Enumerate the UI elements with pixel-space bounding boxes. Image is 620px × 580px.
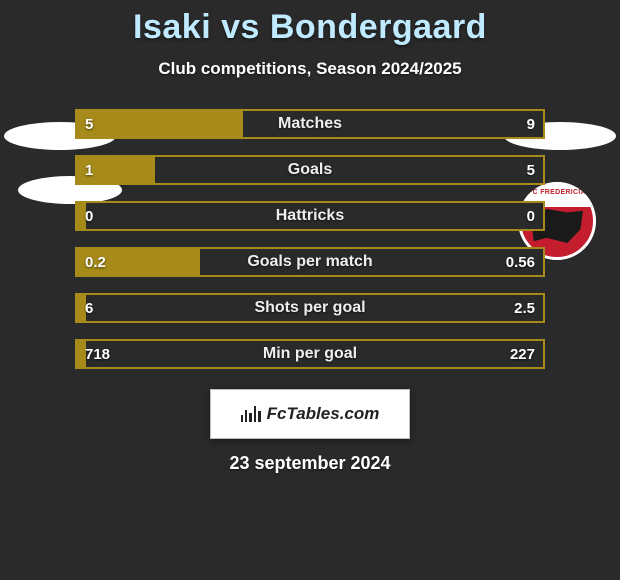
stat-label: Min per goal	[77, 341, 543, 367]
subtitle: Club competitions, Season 2024/2025	[0, 59, 620, 79]
brand-box: FcTables.com	[210, 389, 410, 439]
bar-chart-icon	[241, 406, 261, 422]
stat-row: 0.20.56Goals per match	[75, 247, 545, 277]
stats-area: 59Matches 15Goals 00Hattricks 0.20.56Goals …	[75, 109, 545, 369]
page-title: Isaki vs Bondergaard	[0, 8, 620, 47]
stat-label: Goals per match	[77, 249, 543, 275]
brand-label: FcTables.com	[267, 404, 380, 424]
stat-row: 62.5Shots per goal	[75, 293, 545, 323]
root: Isaki vs Bondergaard Club competitions, …	[0, 0, 620, 580]
stat-label: Matches	[77, 111, 543, 137]
stat-label: Shots per goal	[77, 295, 543, 321]
stat-label: Hattricks	[77, 203, 543, 229]
stat-row: 59Matches	[75, 109, 545, 139]
stat-label: Goals	[77, 157, 543, 183]
stat-row: 718227Min per goal	[75, 339, 545, 369]
stat-row: 00Hattricks	[75, 201, 545, 231]
date-label: 23 september 2024	[0, 453, 620, 474]
stat-row: 15Goals	[75, 155, 545, 185]
